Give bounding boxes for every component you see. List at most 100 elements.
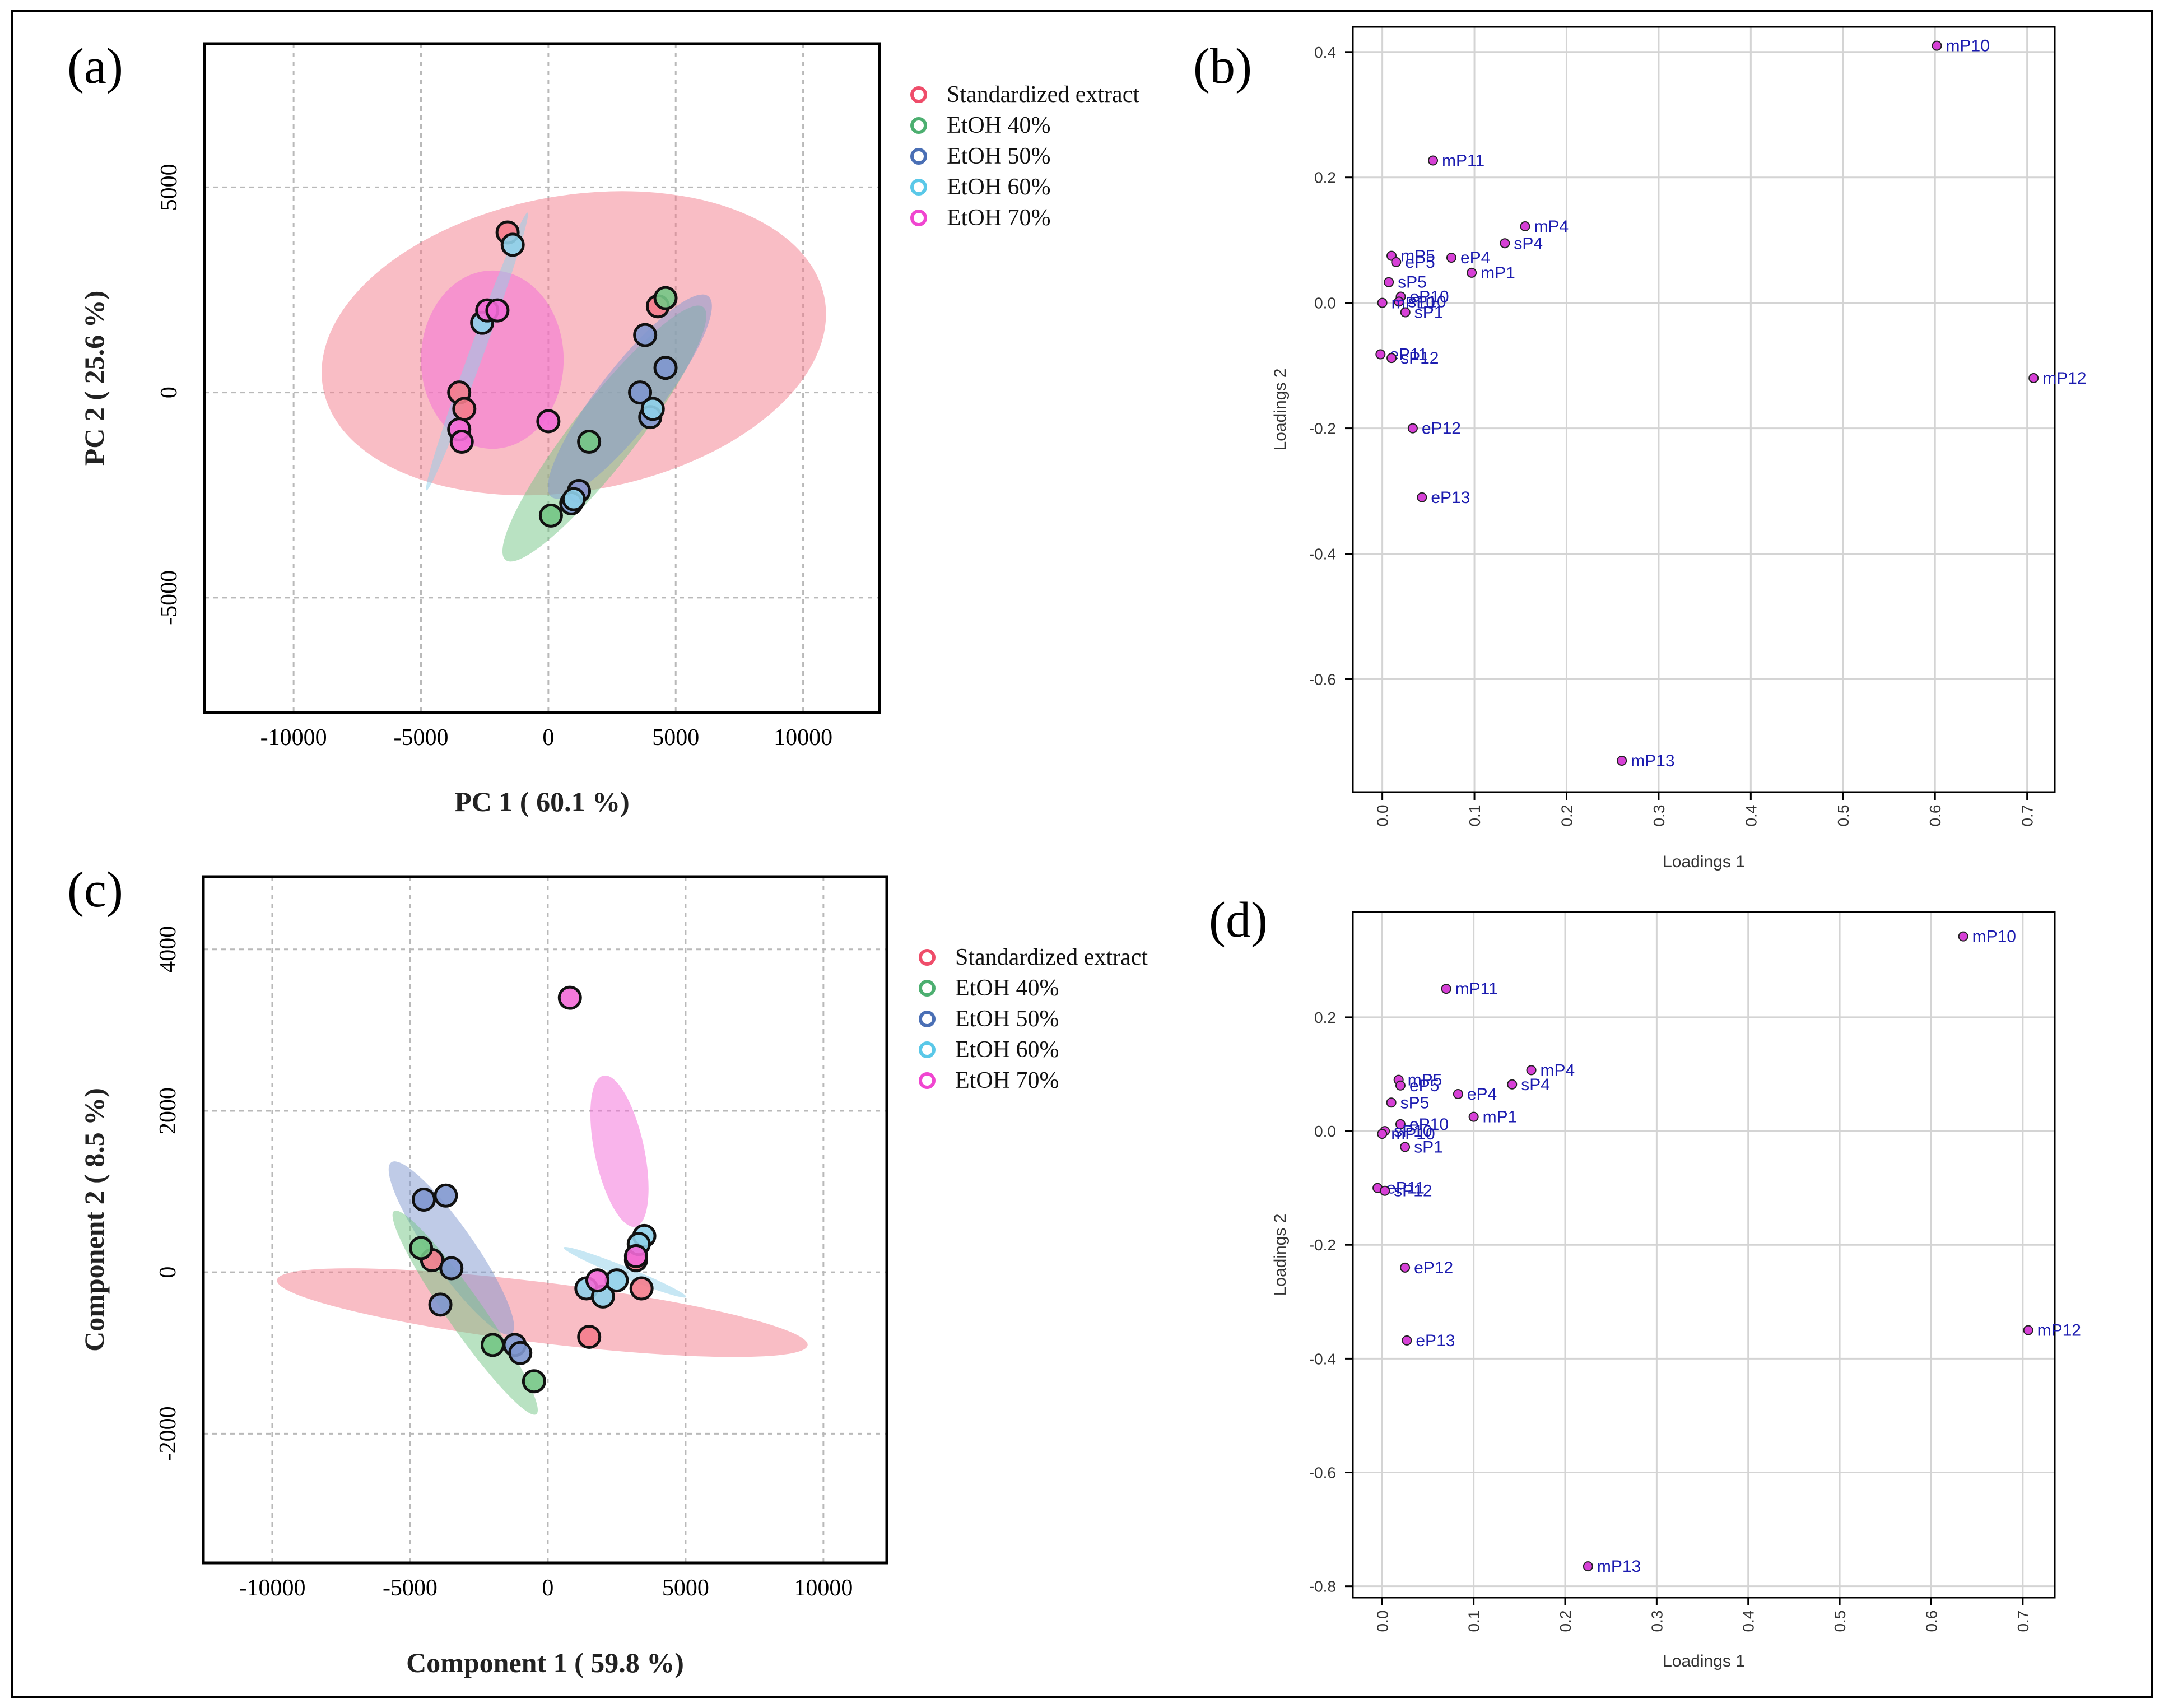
x-tick-label: -10000 [239, 1575, 305, 1601]
point-etoh-60 [561, 487, 586, 511]
x-tick-label: -5000 [394, 725, 449, 751]
y-tick-label: -0.8 [1309, 1578, 1336, 1595]
loading-label-ep5: eP5 [1405, 253, 1435, 272]
point-etoh-70 [485, 298, 510, 323]
panel-c: (c) -10000 -5000 0 5000 10000 -2000 0 2000 4000 Co… [67, 862, 1148, 1678]
y-tick-label: -5000 [156, 570, 182, 625]
x-axis-label: PC 1 ( 60.1 %) [454, 786, 629, 817]
loading-point-mp1 [1467, 267, 1477, 278]
loading-point-mp1 [1468, 1111, 1479, 1122]
x-tick-label: 0 [542, 725, 554, 751]
legend-marker-etoh-40 [919, 980, 936, 997]
loading-label-ep4: eP4 [1460, 249, 1490, 267]
loading-point-mp11 [1441, 984, 1451, 994]
x-tick-label: -10000 [260, 725, 327, 751]
loading-label-mp4: mP4 [1534, 217, 1569, 236]
loading-label-mp5: mP5 [1400, 247, 1435, 266]
point-etoh-40 [538, 503, 563, 528]
loading-label-mp13: mP13 [1631, 752, 1674, 770]
panel-label: (c) [67, 862, 123, 918]
point-standardized-extract [452, 397, 477, 421]
legend-marker-etoh-70 [910, 210, 927, 226]
loading-point-ep10 [1395, 1119, 1406, 1129]
loading-point-mp13 [1617, 756, 1627, 766]
point-etoh-40 [522, 1369, 546, 1394]
legend-label-standardized-extract: Standardized extract [947, 82, 1139, 108]
gridlines [1353, 27, 2055, 792]
point-etoh-50 [628, 380, 653, 405]
loading-label-mp1: mP1 [1483, 1108, 1518, 1127]
loading-point-mp10 [1377, 297, 1388, 308]
legend-label-etoh-60: EtOH 60% [955, 1037, 1059, 1063]
legend-label-etoh-60: EtOH 60% [947, 174, 1050, 200]
legend-marker-etoh-70 [919, 1072, 936, 1089]
y-tick-label: 0.2 [1314, 1009, 1336, 1026]
x-tick-label: 0.1 [1465, 1611, 1483, 1632]
y-tick-label: -0.6 [1309, 1464, 1336, 1482]
loading-label-mp10: mP10 [1391, 1125, 1435, 1143]
loading-label-ep10: eP10 [1409, 1115, 1449, 1134]
x-axis-label: Loadings 1 [1663, 1652, 1745, 1670]
y-tick-label: 0.0 [1314, 1123, 1336, 1140]
scores [447, 220, 678, 528]
legend-label-etoh-50: EtOH 50% [955, 1006, 1059, 1032]
loading-point-sp1 [1400, 307, 1411, 318]
loading-label-mp13: mP13 [1597, 1557, 1641, 1576]
legend: Standardized extract EtOH 40% EtOH 50% EtOH… [919, 944, 1148, 1093]
loading-label-ep5: eP5 [1409, 1077, 1439, 1095]
x-tick-label: 0.6 [1926, 805, 1944, 827]
legend-marker-standardized-extract [910, 86, 927, 103]
loading-label-ep13: eP13 [1416, 1332, 1455, 1350]
y-tick-label: -0.4 [1309, 1350, 1336, 1367]
point-etoh-60 [640, 397, 665, 421]
loading-point-mp10 [1958, 931, 1968, 942]
x-tick-label: 10000 [774, 725, 832, 751]
y-tick-label: -0.4 [1309, 546, 1336, 563]
loading-label-ep10: eP10 [1410, 287, 1449, 306]
point-etoh-40 [481, 1333, 505, 1357]
loading-point-ep5 [1391, 257, 1402, 267]
legend-label-etoh-40: EtOH 40% [955, 975, 1059, 1001]
y-tick-label: 5000 [156, 164, 182, 211]
legend-marker-etoh-60 [910, 179, 927, 196]
legend-label-etoh-70: EtOH 70% [947, 205, 1050, 231]
loading-point-ep11 [1375, 349, 1386, 360]
legend-label-etoh-70: EtOH 70% [955, 1068, 1059, 1093]
loading-point-sp5 [1386, 1097, 1397, 1108]
loading-point-mp13 [1583, 1561, 1593, 1572]
point-etoh-40 [653, 286, 678, 310]
x-axis-label: Component 1 ( 59.8 %) [406, 1647, 684, 1678]
loading-label-mp11: mP11 [1442, 151, 1484, 170]
loading-label-sp12: sP12 [1400, 349, 1439, 367]
loading-label-sp5: sP5 [1400, 1093, 1430, 1112]
point-etoh-70 [623, 1244, 648, 1268]
y-tick-label: 0.4 [1314, 44, 1336, 61]
point-etoh-40 [409, 1236, 434, 1260]
legend-marker-standardized-extract [919, 949, 936, 966]
loading-point-ep5 [1395, 1080, 1406, 1091]
point-standardized-extract [577, 1324, 602, 1349]
loading-point-mp12 [2028, 373, 2039, 384]
x-tick-label: 0.7 [2019, 805, 2036, 827]
y-axis-label: Component 2 ( 8.5 %) [78, 1088, 110, 1352]
x-tick-label: 0.3 [1650, 805, 1668, 827]
point-etoh-50 [412, 1187, 436, 1212]
y-axis-label: PC 2 ( 25.6 %) [78, 291, 110, 466]
panel-label: (d) [1209, 892, 1268, 948]
loading-point-mp12 [2023, 1325, 2033, 1335]
loading-point-ep4 [1446, 253, 1456, 263]
y-tick-label: -0.6 [1309, 671, 1336, 688]
x-tick-label: 0.3 [1648, 1611, 1665, 1632]
loading-label-sp4: sP4 [1521, 1076, 1550, 1094]
loading-label-sp1: sP1 [1414, 1138, 1443, 1157]
x-tick-label: 0.2 [1557, 1611, 1574, 1632]
x-tick-label: 0.7 [2014, 1611, 2032, 1632]
loading-point-mp4 [1520, 221, 1530, 232]
loading-label-mp1: mP1 [1481, 264, 1515, 282]
y-axis-label: Loadings 2 [1271, 1214, 1290, 1296]
ellipse-etoh-70 [590, 1075, 649, 1227]
loading-label-sp10: sP10 [1394, 1122, 1432, 1141]
point-standardized-extract [629, 1276, 654, 1301]
